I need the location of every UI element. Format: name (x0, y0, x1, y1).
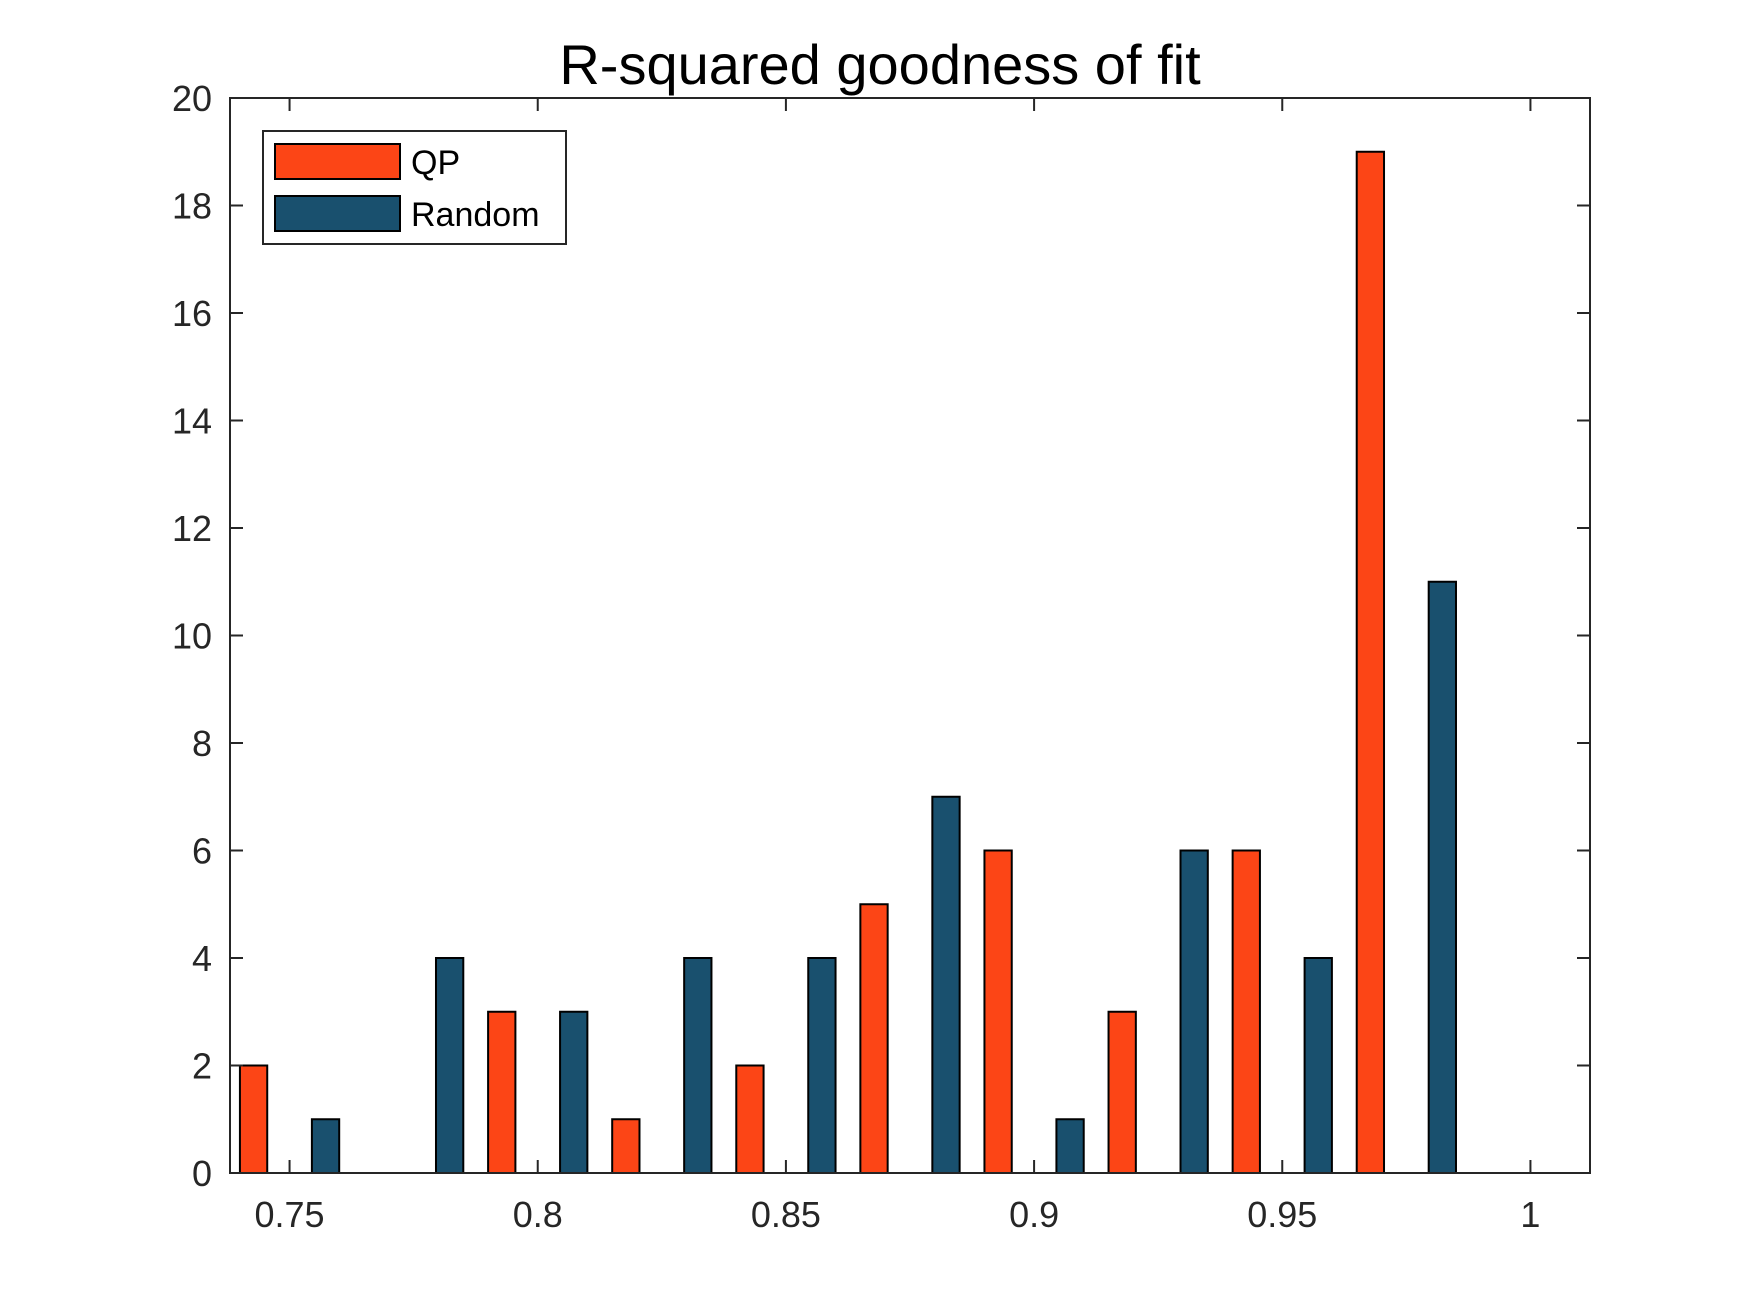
bar-qp-2 (487, 1010, 517, 1174)
bar-random-5 (931, 795, 961, 1174)
y-tick-label: 8 (192, 723, 212, 764)
chart-title: R-squared goodness of fit (559, 33, 1201, 96)
bar-random-8 (1303, 957, 1333, 1174)
y-tick-label: 6 (192, 831, 212, 872)
y-tick-label: 16 (172, 293, 212, 334)
axes-frame (229, 97, 1591, 1174)
legend-swatch-qp (274, 143, 401, 180)
x-tick-label: 0.8 (513, 1194, 563, 1235)
bar-random-4 (807, 957, 837, 1174)
y-tick-label: 4 (192, 938, 212, 979)
ticks-layer: 0 2 4 6 8 10 12 14 16 18 20 0.75 0.8 0.85 0.9 0.95 1 (172, 78, 1590, 1235)
x-tick-label: 0.85 (751, 1194, 821, 1235)
y-tick-label: 0 (192, 1153, 212, 1194)
bar-random-9 (1427, 580, 1457, 1174)
bar-random-3 (683, 957, 713, 1174)
bar-qp-5 (859, 903, 889, 1174)
bars-layer (238, 150, 1457, 1174)
bar-qp-8 (1231, 849, 1261, 1174)
legend-label-qp: QP (411, 144, 460, 182)
bar-qp-7 (1107, 1010, 1137, 1174)
bar-random-1 (434, 957, 465, 1174)
bar-qp-4 (735, 1064, 765, 1174)
x-tick-label: 1 (1520, 1194, 1540, 1235)
y-tick-label: 12 (172, 508, 212, 549)
y-tick-label: 10 (172, 616, 212, 657)
y-tick-label: 2 (192, 1046, 212, 1087)
bar-qp-6 (983, 849, 1013, 1174)
y-tick-label: 14 (172, 401, 212, 442)
bar-qp-9 (1355, 150, 1386, 1174)
x-tick-label: 0.95 (1247, 1194, 1317, 1235)
bar-random-6 (1055, 1118, 1085, 1174)
x-tick-label: 0.9 (1009, 1194, 1059, 1235)
bar-random-2 (559, 1010, 589, 1174)
legend-label-random: Random (411, 196, 540, 234)
bar-qp-3 (611, 1118, 641, 1174)
bar-random-0 (310, 1118, 341, 1174)
y-tick-label: 20 (172, 78, 212, 119)
bar-random-7 (1179, 849, 1209, 1174)
legend: QP Random (262, 130, 567, 245)
bar-qp-0 (238, 1064, 269, 1174)
legend-swatch-random (274, 195, 401, 232)
y-tick-label: 18 (172, 186, 212, 227)
x-tick-label: 0.75 (255, 1194, 325, 1235)
